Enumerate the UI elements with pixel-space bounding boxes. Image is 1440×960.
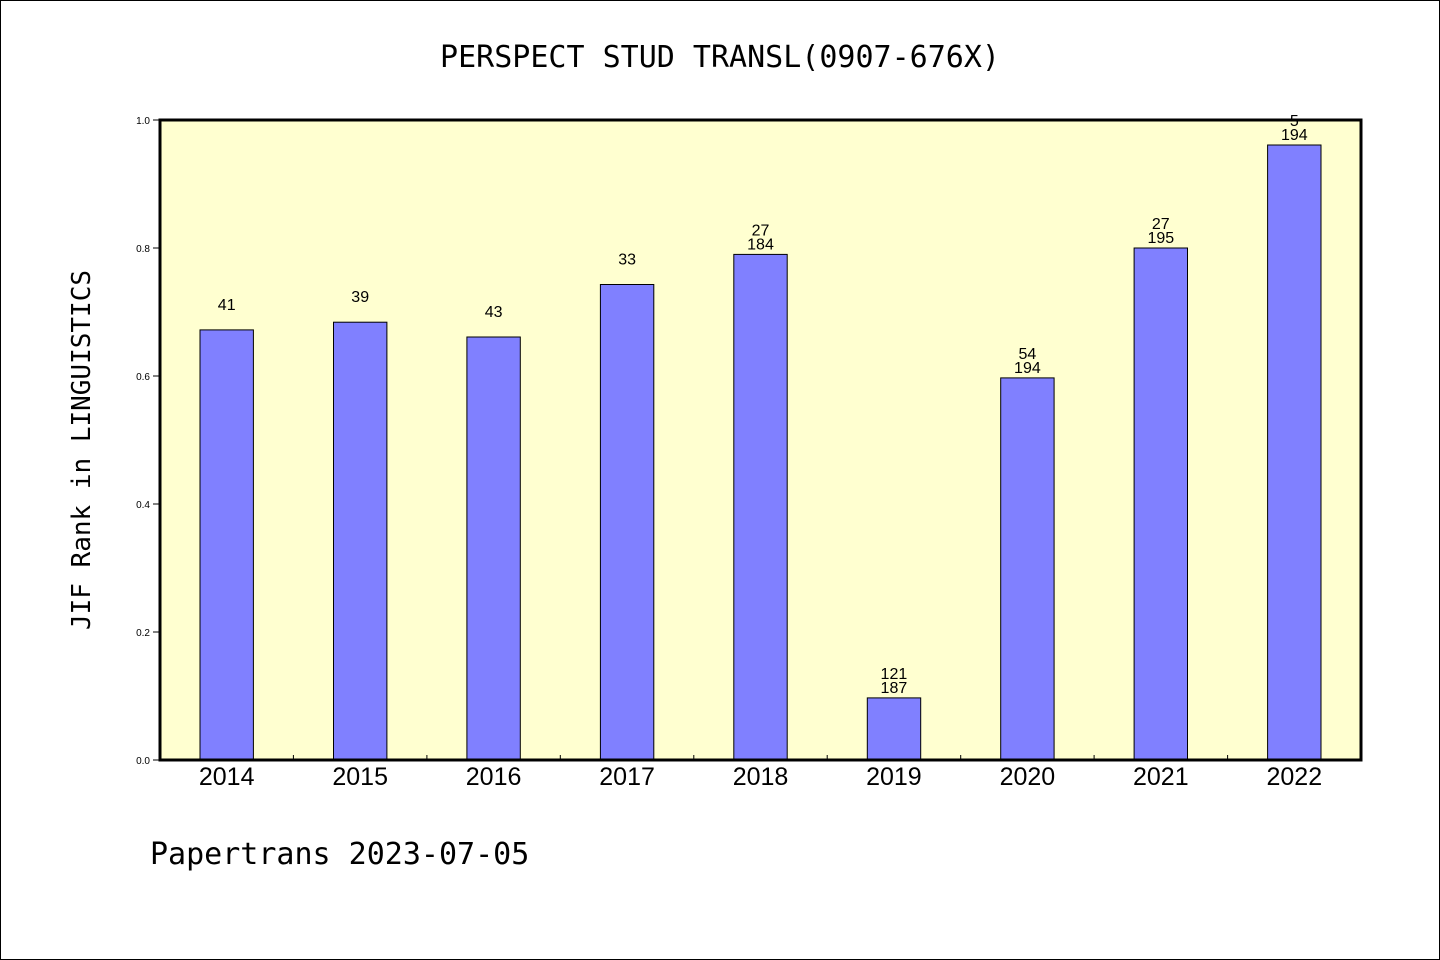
bar-2016	[466, 336, 521, 761]
bar-label-2019: 121	[881, 666, 908, 683]
bar-2022	[1267, 144, 1322, 761]
bar-label-2015: 39	[351, 289, 369, 306]
axes-layer: 2014 2015 2016 2017 2018 2019 2020 2021 2022 0.0 0…	[136, 116, 1322, 791]
bar-2018	[733, 253, 788, 761]
footer-credit: Papertrans 2023-07-05	[150, 837, 529, 872]
bar-label-2014: 41	[218, 297, 236, 314]
bar-2021	[1133, 247, 1188, 761]
y-tick-label: 0.8	[136, 244, 150, 255]
x-tick-label-2020: 2020	[1000, 763, 1056, 791]
bar-label-2018: 184	[747, 236, 774, 253]
chart-title: PERSPECT STUD TRANSL(0907-676X)	[440, 40, 1000, 75]
bar-label-2019: 187	[881, 680, 908, 697]
x-tick-label-2017: 2017	[599, 763, 655, 791]
x-tick-label-2021: 2021	[1133, 763, 1189, 791]
bar-2019	[866, 697, 922, 761]
bar-label-2017: 33	[618, 252, 636, 269]
x-tick-label-2016: 2016	[466, 763, 522, 791]
x-tick-label-2015: 2015	[332, 763, 388, 791]
y-tick-label: 0.2	[136, 628, 150, 639]
bar-2015	[333, 321, 388, 761]
plot-border	[158, 118, 1363, 762]
bar-2020	[1000, 377, 1055, 761]
bar-label-2016: 43	[485, 304, 503, 321]
x-tick-label-2019: 2019	[866, 763, 922, 791]
bar-label-2018: 27	[752, 222, 770, 239]
bar-2017	[599, 284, 655, 761]
y-tick-label: 0.6	[136, 372, 150, 383]
y-tick-label: 1.0	[136, 116, 150, 127]
y-axis-label: JIF Rank in LINGUISTICS	[67, 270, 97, 630]
x-tick-label-2018: 2018	[733, 763, 789, 791]
y-tick-label: 0.4	[136, 500, 150, 511]
bar-label-2021: 27	[1152, 216, 1170, 233]
bar-label-2021: 195	[1147, 230, 1174, 247]
x-tick-label-2022: 2022	[1266, 763, 1322, 791]
bar-label-2022: 194	[1281, 127, 1308, 144]
y-tick-label: 0.0	[136, 756, 150, 767]
bar-label-2020: 54	[1019, 346, 1037, 363]
bar-label-2020: 194	[1014, 360, 1041, 377]
bar-2014	[199, 329, 254, 761]
x-tick-label-2014: 2014	[199, 763, 255, 791]
